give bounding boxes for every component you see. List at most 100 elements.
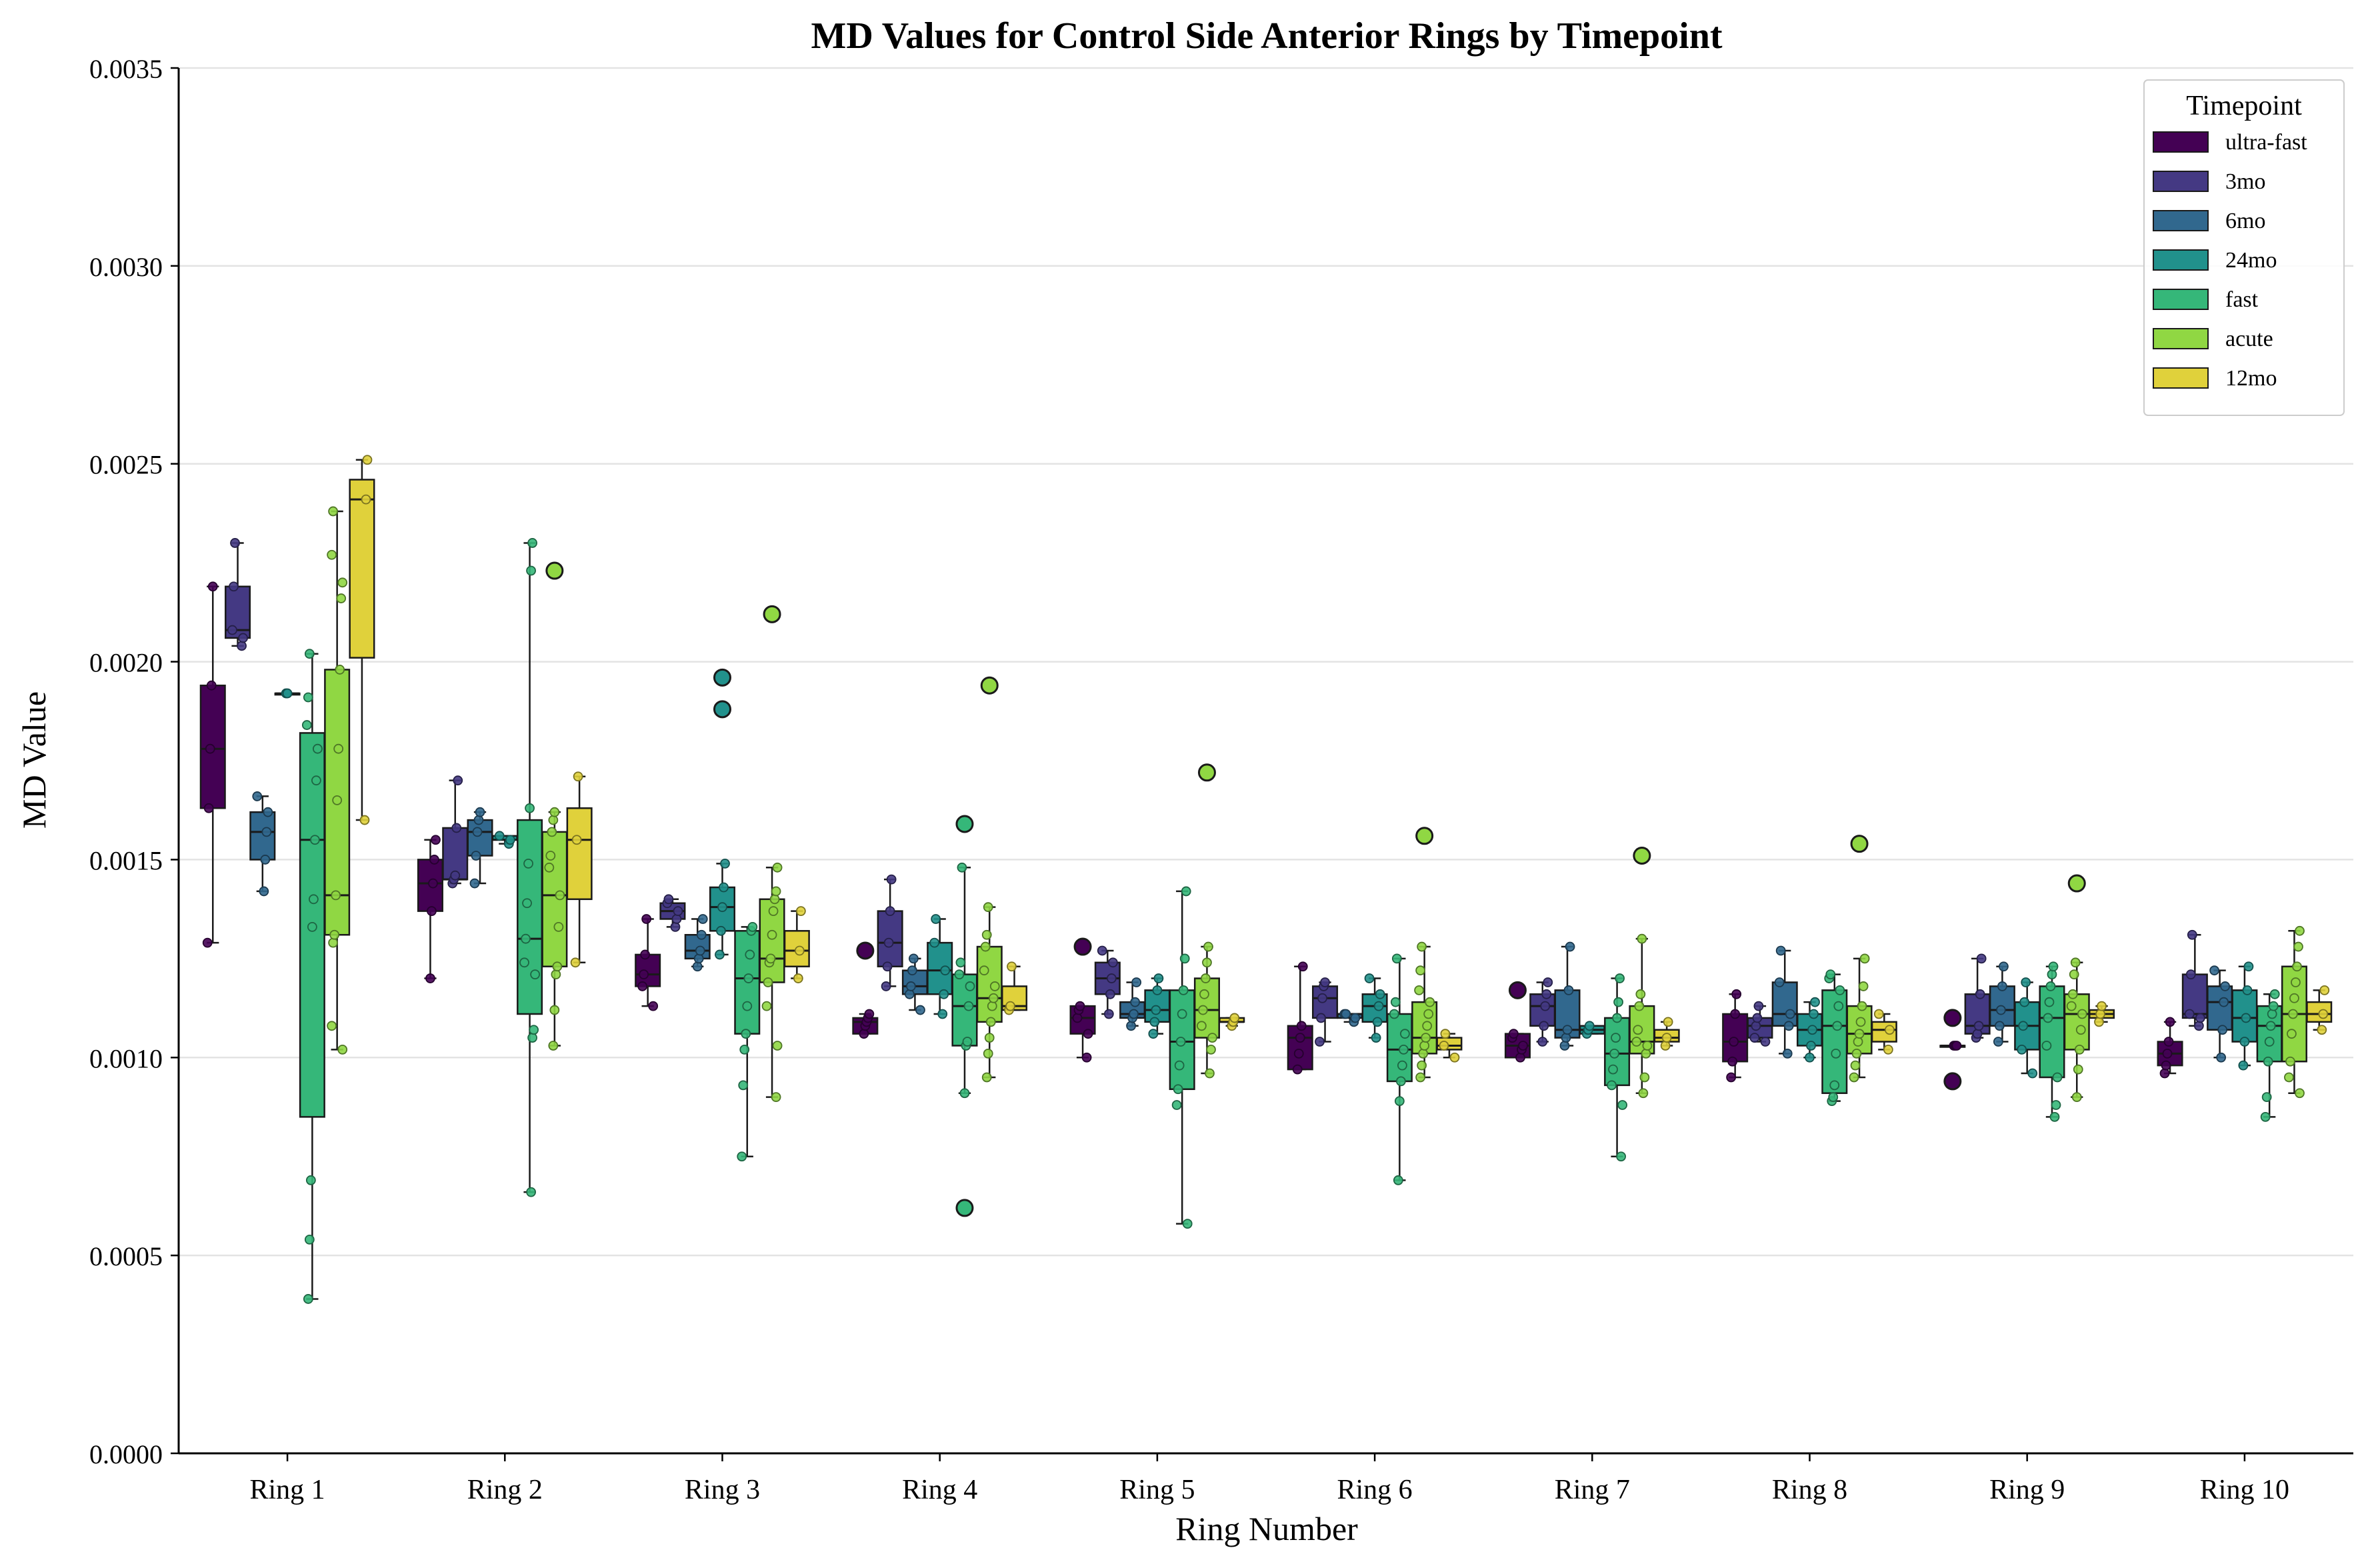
- data-point: [957, 862, 967, 873]
- box-6mo-ring-7: [1554, 941, 1581, 1051]
- data-point: [1171, 1100, 1182, 1110]
- data-point: [2045, 981, 2056, 991]
- box-3mo-ring-8: [1747, 1001, 1773, 1047]
- data-point: [1993, 1037, 2003, 1047]
- data-point: [469, 878, 480, 889]
- data-point: [1153, 973, 1164, 983]
- data-point: [308, 894, 319, 905]
- data-point: [2074, 1045, 2085, 1055]
- data-point: [2159, 1068, 2170, 1079]
- data-point: [955, 957, 966, 968]
- data-point: [2217, 1025, 2228, 1035]
- data-point: [1005, 1001, 1015, 1011]
- box-acute-ring-10: [2281, 925, 2307, 1099]
- box-12mo-ring-1: [349, 455, 375, 825]
- data-point: [937, 1009, 948, 1019]
- data-point: [985, 1017, 996, 1027]
- data-point: [1372, 1017, 1383, 1027]
- legend-label: fast: [2225, 287, 2259, 312]
- data-point: [205, 743, 215, 754]
- data-point: [1509, 1029, 1519, 1039]
- y-tick-label: 0.0005: [89, 1241, 163, 1271]
- data-point: [526, 565, 536, 576]
- data-point: [1638, 1088, 1649, 1099]
- data-point: [983, 1048, 993, 1059]
- data-point: [1415, 965, 1426, 976]
- legend-swatch: [2153, 171, 2209, 192]
- data-point: [673, 906, 683, 917]
- data-point: [1177, 1009, 1187, 1019]
- data-point: [1371, 1033, 1381, 1043]
- box-6mo-ring-10: [2207, 965, 2233, 1063]
- data-point: [2018, 1021, 2029, 1031]
- x-tick-label: Ring 3: [685, 1475, 760, 1505]
- data-point: [2049, 1111, 2060, 1122]
- data-point: [1072, 1013, 1083, 1023]
- data-point: [2041, 1041, 2052, 1051]
- data-point: [1883, 1045, 1893, 1055]
- data-point: [263, 807, 273, 817]
- data-point: [305, 1175, 316, 1185]
- legend-item-3mo: 3mo: [2153, 169, 2265, 194]
- data-point: [663, 894, 674, 905]
- data-point: [361, 494, 371, 505]
- data-point: [548, 1041, 559, 1051]
- data-point: [1639, 1072, 1650, 1083]
- box-iqr: [566, 807, 593, 901]
- data-point: [1207, 1033, 1217, 1043]
- data-point: [1397, 1060, 1407, 1071]
- box-24mo-ring-3: [709, 668, 736, 960]
- data-point: [1203, 941, 1213, 952]
- legend-swatch: [2153, 289, 2209, 310]
- data-point: [1320, 977, 1330, 987]
- data-point: [1760, 1037, 1771, 1047]
- data-point: [2051, 1100, 2061, 1110]
- x-tick-label: Ring 6: [1337, 1475, 1413, 1505]
- data-point: [1565, 941, 1575, 952]
- outlier-point: [1073, 937, 1092, 956]
- outlier-point: [545, 561, 564, 580]
- data-point: [641, 914, 652, 924]
- data-point: [552, 961, 563, 972]
- data-point: [1631, 1037, 1642, 1047]
- data-point: [2319, 985, 2330, 995]
- data-point: [2317, 1025, 2327, 1035]
- data-point: [1884, 1025, 1895, 1035]
- legend-swatch: [2153, 328, 2209, 349]
- box-fast-ring-6: [1386, 953, 1413, 1185]
- data-point: [1661, 1033, 1672, 1043]
- data-point: [2184, 1009, 2195, 1019]
- data-point: [1418, 1048, 1429, 1059]
- data-point: [261, 827, 272, 837]
- data-point: [1083, 1029, 1093, 1039]
- data-point: [1730, 1009, 1741, 1019]
- data-point: [2067, 989, 2078, 999]
- box-acute-ring-4: [976, 676, 1003, 1083]
- data-point: [987, 1001, 997, 1011]
- data-point: [2220, 981, 2231, 991]
- legend: Timepoint ultra-fast 3mo 6mo 24mo fast acute 12…: [2143, 79, 2345, 416]
- box-ultra-fast-ring-3: [635, 914, 661, 1011]
- data-point: [431, 835, 441, 845]
- box-iqr: [2207, 985, 2233, 1031]
- data-point: [2162, 1048, 2173, 1059]
- outlier-point: [1850, 835, 1869, 853]
- data-point: [453, 775, 463, 786]
- data-point: [548, 815, 559, 825]
- box-acute-ring-1: [324, 506, 351, 1055]
- data-point: [1751, 1021, 1761, 1031]
- data-point: [1729, 1037, 1739, 1047]
- data-point: [2187, 929, 2197, 940]
- data-point: [227, 625, 237, 635]
- data-point: [549, 807, 560, 817]
- data-point: [989, 981, 1000, 991]
- data-point: [1394, 1096, 1405, 1106]
- box-12mo-ring-4: [1001, 961, 1028, 1015]
- data-point: [2318, 1009, 2329, 1019]
- data-point: [2239, 1037, 2250, 1047]
- y-tick-label: 0.0035: [89, 54, 163, 84]
- x-axis-label: Ring Number: [1175, 1510, 1358, 1547]
- data-point: [771, 886, 781, 897]
- data-point: [1833, 1001, 1844, 1011]
- data-point: [2219, 997, 2229, 1007]
